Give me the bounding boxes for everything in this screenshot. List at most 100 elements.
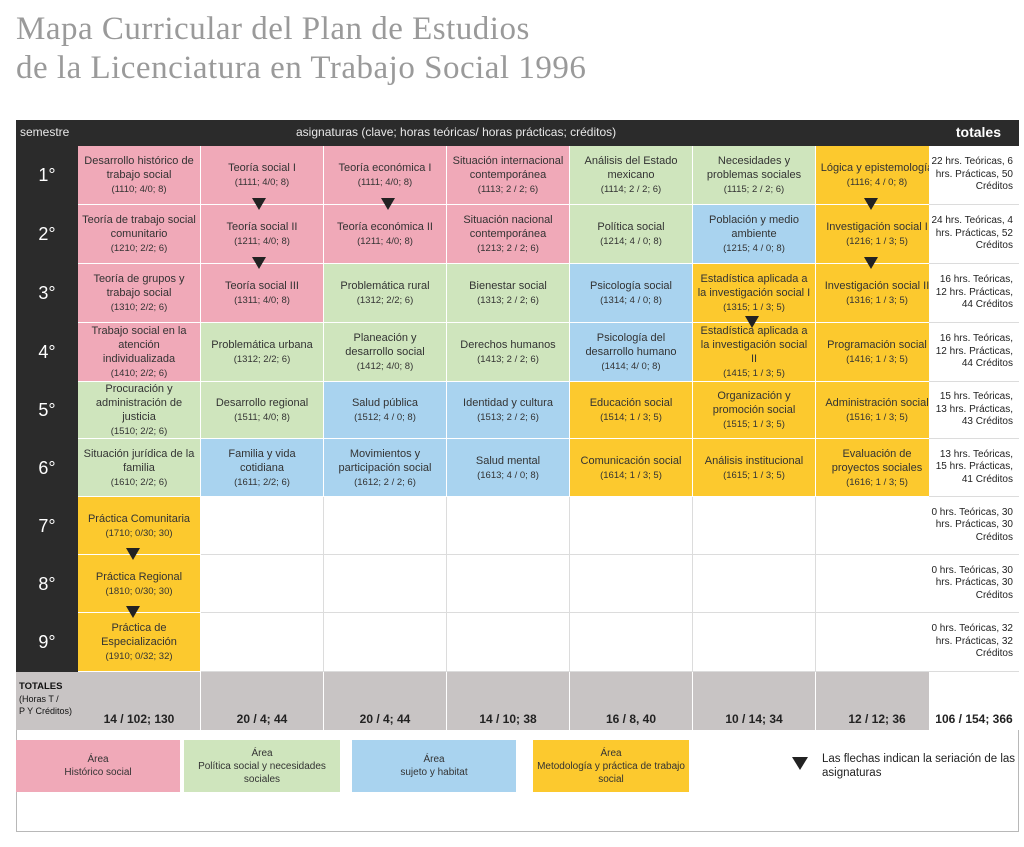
course-name: Bienestar social: [469, 280, 547, 292]
semester-label: 3°: [38, 283, 56, 303]
course-cell: Desarrollo histórico de trabajo social (1…: [78, 146, 201, 205]
course-cell: Teoría de grupos y trabajo social (1310; …: [78, 264, 201, 323]
course-code: (1213; 2 / 2; 6): [477, 243, 539, 254]
course-name: Comunicación social: [580, 454, 682, 467]
course-name: Programación social: [827, 339, 927, 351]
course-name: Investigación social II: [824, 280, 930, 292]
empty-cell: [324, 613, 447, 672]
semester-label: 9°: [38, 632, 56, 652]
course-name: Estadística aplicada a la investigación …: [700, 325, 808, 365]
course-cell: Población y medio ambiente (1215; 4 / 0; …: [693, 205, 816, 264]
semester-label: 4°: [38, 342, 56, 362]
course-code: (1210; 2/2; 6): [110, 243, 168, 254]
column-total: 20 / 4; 44: [201, 672, 324, 730]
course-name: Identidad y cultura: [463, 397, 553, 409]
course-cell: Trabajo social en la atención individual…: [78, 323, 201, 382]
course-code: (1612; 2 / 2; 6): [354, 476, 416, 488]
semester-total: 13 hrs. Teóricas, 15 hrs. Prácticas, 41 …: [929, 439, 1019, 497]
course-code: (1810; 0/30; 30): [105, 585, 173, 597]
course-name: Familia y vida cotidiana: [228, 447, 296, 474]
empty-cell: [447, 555, 570, 613]
column-total: 14 / 102; 130: [78, 672, 201, 730]
legend-item: Área Política social y necesidades social…: [184, 740, 340, 792]
course-code: (1516; 1 / 3; 5): [846, 412, 908, 423]
course-name: Práctica Comunitaria: [87, 512, 191, 525]
course-name: Teoría social I: [228, 162, 296, 174]
course-code: (1515; 1 / 3; 5): [723, 419, 785, 430]
course-code: (1310; 2/2; 6): [110, 302, 168, 313]
course-cell: Situación jurídica de la familia (1610; 2…: [78, 439, 201, 497]
course-cell: Teoría de trabajo social comunitario (121…: [78, 205, 201, 264]
course-cell: Psicología del desarrollo humano (1414; 4…: [570, 323, 693, 382]
course-name: Desarrollo histórico de trabajo social: [84, 155, 194, 181]
course-cell: Administración social (1516; 1 / 3; 5): [816, 382, 939, 439]
course-cell: Práctica de Especialización (1910; 0/32; …: [78, 613, 201, 672]
empty-cell: [570, 613, 693, 672]
arrow-down-icon: [126, 548, 140, 560]
course-code: (1215; 4 / 0; 8): [723, 243, 785, 254]
course-code: (1315; 1 / 3; 5): [723, 302, 785, 313]
course-name: Problemática urbana: [211, 339, 313, 351]
empty-cell: [447, 613, 570, 672]
course-code: (1312; 2/2; 6): [356, 295, 414, 306]
course-name: Análisis institucional: [704, 454, 804, 467]
header-semestre: semestre: [20, 125, 70, 139]
course-name: Teoría de grupos y trabajo social: [93, 273, 185, 299]
course-cell: Práctica Regional (1810; 0/30; 30): [78, 555, 201, 613]
arrow-down-icon: [864, 257, 878, 269]
course-code: (1910; 0/32; 32): [105, 651, 173, 662]
course-code: (1613; 4 / 0; 8): [477, 469, 539, 481]
course-code: (1111; 4/0; 8): [357, 177, 413, 188]
course-name: Teoría social II: [226, 221, 298, 233]
course-cell: Bienestar social (1313; 2 / 2; 6): [447, 264, 570, 323]
course-cell: Identidad y cultura (1513; 2 / 2; 6): [447, 382, 570, 439]
course-code: (1413; 2 / 2; 6): [477, 354, 539, 365]
column-total: 10 / 14; 34: [693, 672, 816, 730]
course-code: (1314; 4 / 0; 8): [600, 295, 662, 306]
course-cell: Desarrollo regional (1511; 4/0; 8): [201, 382, 324, 439]
course-code: (1110; 4/0; 8): [111, 184, 167, 195]
column-total: 16 / 8, 40: [570, 672, 693, 730]
course-cell: Investigación social I (1216; 1 / 3; 5): [816, 205, 939, 264]
course-cell: Teoría social II (1211; 4/0; 8): [201, 205, 324, 264]
course-name: Problemática rural: [340, 280, 430, 292]
title-line-1: Mapa Curricular del Plan de Estudios: [16, 11, 530, 47]
legend-text: Política social y necesidades sociales: [198, 760, 326, 785]
column-total: 14 / 10; 38: [447, 672, 570, 730]
course-name: Evaluación de proyectos sociales: [831, 447, 923, 474]
course-cell: Situación nacional contemporánea (1213; 2…: [447, 205, 570, 264]
course-cell: Problemática urbana (1312; 2/2; 6): [201, 323, 324, 382]
semester-total: 16 hrs. Teóricas, 12 hrs. Prácticas, 44 …: [929, 264, 1019, 323]
legend-title: Área: [600, 747, 622, 759]
column-total: 12 / 12; 36: [816, 672, 939, 730]
totals-row-label: TOTALES (Horas T / P Y Créditos): [16, 672, 78, 730]
course-cell: Estadística aplicada a la investigación …: [693, 323, 816, 382]
course-name: Análisis del Estado mexicano: [584, 155, 678, 181]
course-code: (1115; 2 / 2; 6): [723, 184, 785, 195]
empty-cell: [693, 555, 816, 613]
empty-cell: [201, 555, 324, 613]
empty-cell: [693, 613, 816, 672]
course-code: (1415; 1 / 3; 5): [723, 368, 785, 379]
course-name: Situación jurídica de la familia: [83, 447, 195, 474]
legend-item: Área Histórico social: [16, 740, 180, 792]
course-name: Estadística aplicada a la investigación …: [697, 273, 811, 299]
course-code: (1610; 2/2; 6): [110, 476, 168, 488]
course-code: (1412; 4/0; 8): [356, 361, 414, 372]
course-name: Necesidades y problemas sociales: [706, 155, 802, 181]
course-code: (1510; 2/2; 6): [110, 426, 168, 437]
empty-cell: [570, 555, 693, 613]
course-code: (1111; 4/0; 8): [234, 177, 290, 188]
course-cell: Psicología social (1314; 4 / 0; 8): [570, 264, 693, 323]
semester-total: 0 hrs. Teóricas, 30 hrs. Prácticas, 30 C…: [929, 555, 1019, 613]
course-name: Situación internacional contemporánea: [452, 155, 564, 181]
course-code: (1414; 4/ 0; 8): [601, 361, 661, 372]
header-totales: totales: [955, 124, 1001, 140]
grand-total: 106 / 154; 366: [929, 672, 1019, 730]
course-name: Psicología social: [590, 280, 672, 292]
course-code: (1114; 2 / 2; 6): [600, 184, 662, 195]
legend-text: Metodología y práctica de trabajo social: [537, 760, 685, 785]
course-cell: Teoría económica I (1111; 4/0; 8): [324, 146, 447, 205]
semester-label: 8°: [38, 573, 56, 594]
course-cell: Organización y promoción social (1515; 1 …: [693, 382, 816, 439]
